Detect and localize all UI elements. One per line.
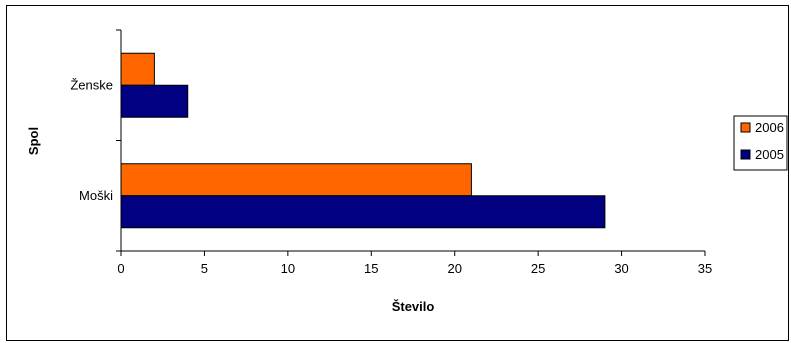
- x-tick-label: 10: [281, 261, 295, 276]
- x-tick-label: 5: [201, 261, 208, 276]
- legend-swatch-2006: [740, 122, 751, 133]
- x-tick-label: 25: [531, 261, 545, 276]
- y-axis-title: Spol: [26, 127, 41, 155]
- legend-label-2005: 2005: [755, 147, 784, 162]
- x-tick-label: 35: [698, 261, 712, 276]
- bar-2005-0: [120, 84, 189, 118]
- bar-2006-1: [120, 163, 472, 197]
- y-ticks-group: Ženske Moški: [70, 29, 121, 252]
- x-ticks-group: 0 5 10 15 20 25 30 35: [117, 251, 712, 276]
- bar-2005-1: [120, 195, 606, 229]
- legend: 2006 2005: [733, 115, 788, 171]
- legend-swatch-2005: [740, 149, 751, 160]
- x-tick-label: 0: [117, 261, 124, 276]
- y-category-label: Ženske: [70, 77, 113, 92]
- bars-group: [120, 52, 606, 229]
- x-tick-label: 20: [447, 261, 461, 276]
- legend-label-2006: 2006: [755, 120, 784, 135]
- x-axis-title: Število: [392, 299, 435, 314]
- x-tick-label: 30: [614, 261, 628, 276]
- y-category-label: Moški: [79, 188, 113, 203]
- bar-2006-0: [120, 52, 155, 86]
- x-tick-label: 15: [364, 261, 378, 276]
